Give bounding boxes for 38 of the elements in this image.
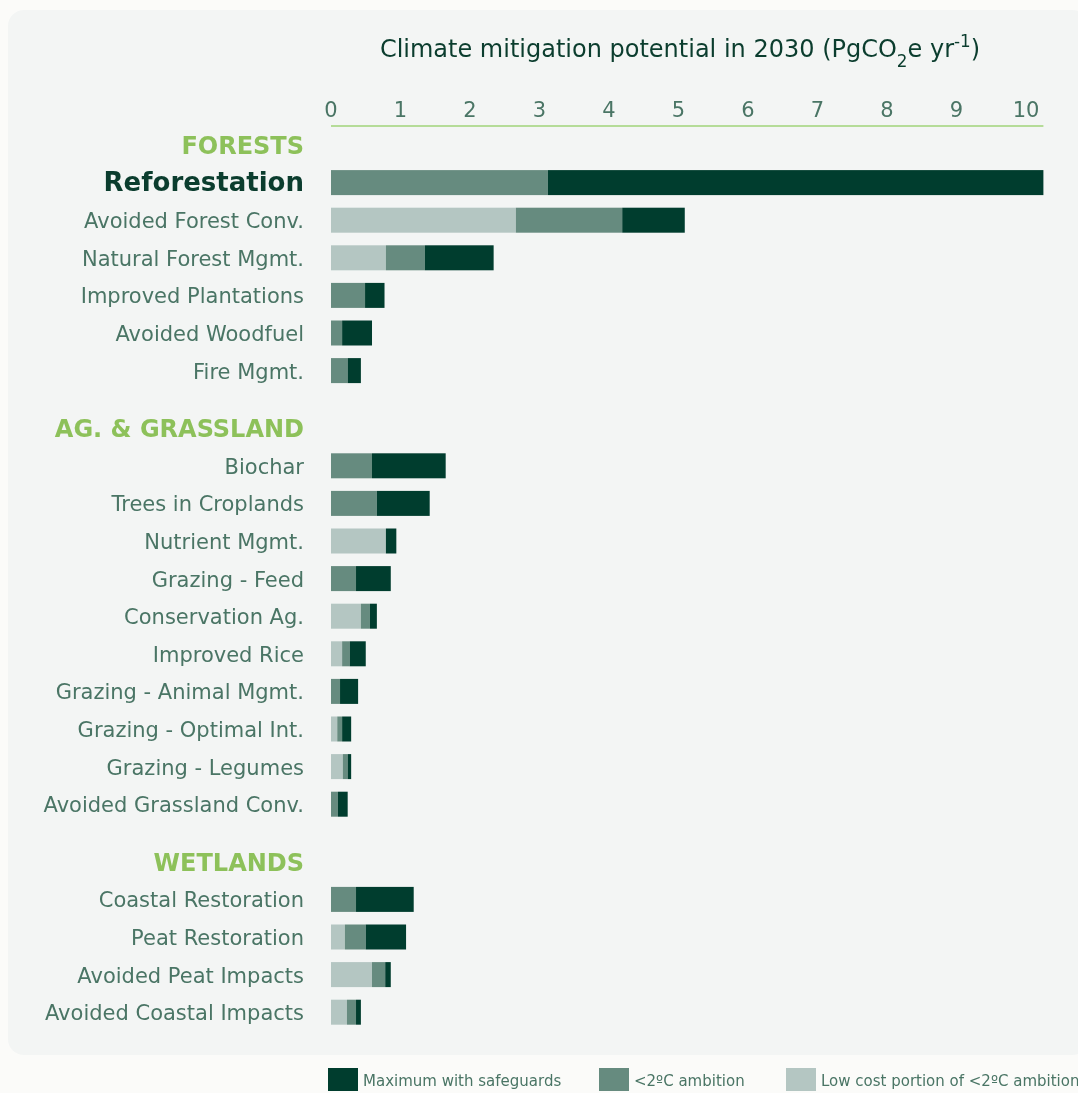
y-tick-label: Grazing - Feed [151, 567, 304, 592]
x-tick-label: 9 [949, 98, 964, 122]
y-tick-label: Peat Restoration [131, 926, 304, 950]
y-tick-label: WETLANDS [153, 848, 304, 877]
y-tick-label: Grazing - Legumes [106, 755, 304, 780]
y-tick-label: AG. & GRASSLAND [54, 415, 304, 444]
x-tick-label: 7 [810, 98, 825, 122]
y-tick-label: FORESTS [181, 132, 304, 160]
y-tick-label: Grazing - Animal Mgmt. [55, 680, 304, 705]
y-tick-label: Nutrient Mgmt. [144, 530, 304, 554]
y-tick-label: Improved Rice [152, 642, 304, 667]
y-tick-label: Biochar [224, 454, 305, 479]
x-tick-label: 6 [741, 98, 755, 122]
x-tick-label: 5 [671, 98, 686, 122]
y-tick-label: Avoided Peat Impacts [77, 963, 304, 988]
x-tick-label: 2 [463, 98, 477, 122]
y-tick-label: Avoided Woodfuel [115, 322, 304, 346]
x-tick-label: 10 [1012, 98, 1040, 122]
y-tick-label: Avoided Forest Conv. [84, 209, 304, 234]
legend-label: Low cost portion of <2ºC ambition [821, 1072, 1078, 1090]
y-tick-label: Reforestation [103, 166, 304, 197]
legend-label: <2ºC ambition [634, 1072, 745, 1090]
x-tick-label: 3 [532, 98, 547, 122]
y-tick-label: Avoided Grassland Conv. [43, 793, 304, 818]
x-tick-label: 0 [324, 98, 338, 122]
y-tick-label: Trees in Croplands [110, 492, 304, 517]
y-tick-label: Grazing - Optimal Int. [77, 718, 304, 742]
y-tick-label: Coastal Restoration [98, 888, 304, 913]
y-tick-label: Fire Mgmt. [193, 359, 304, 384]
y-tick-label: Avoided Coastal Impacts [44, 1001, 304, 1026]
y-tick-label: Improved Plantations [80, 284, 304, 309]
y-tick-label: Conservation Ag. [124, 605, 304, 630]
legend-label: Maximum with safeguards [363, 1072, 562, 1090]
x-tick-label: 1 [393, 98, 408, 122]
x-axis-title: Climate mitigation potential in 2030 (PgCO$_{2}$e yr$^{-1}$) [379, 31, 981, 71]
x-tick-label: 4 [602, 98, 616, 122]
y-tick-label: Natural Forest Mgmt. [81, 246, 304, 271]
x-tick-label: 8 [880, 98, 894, 122]
